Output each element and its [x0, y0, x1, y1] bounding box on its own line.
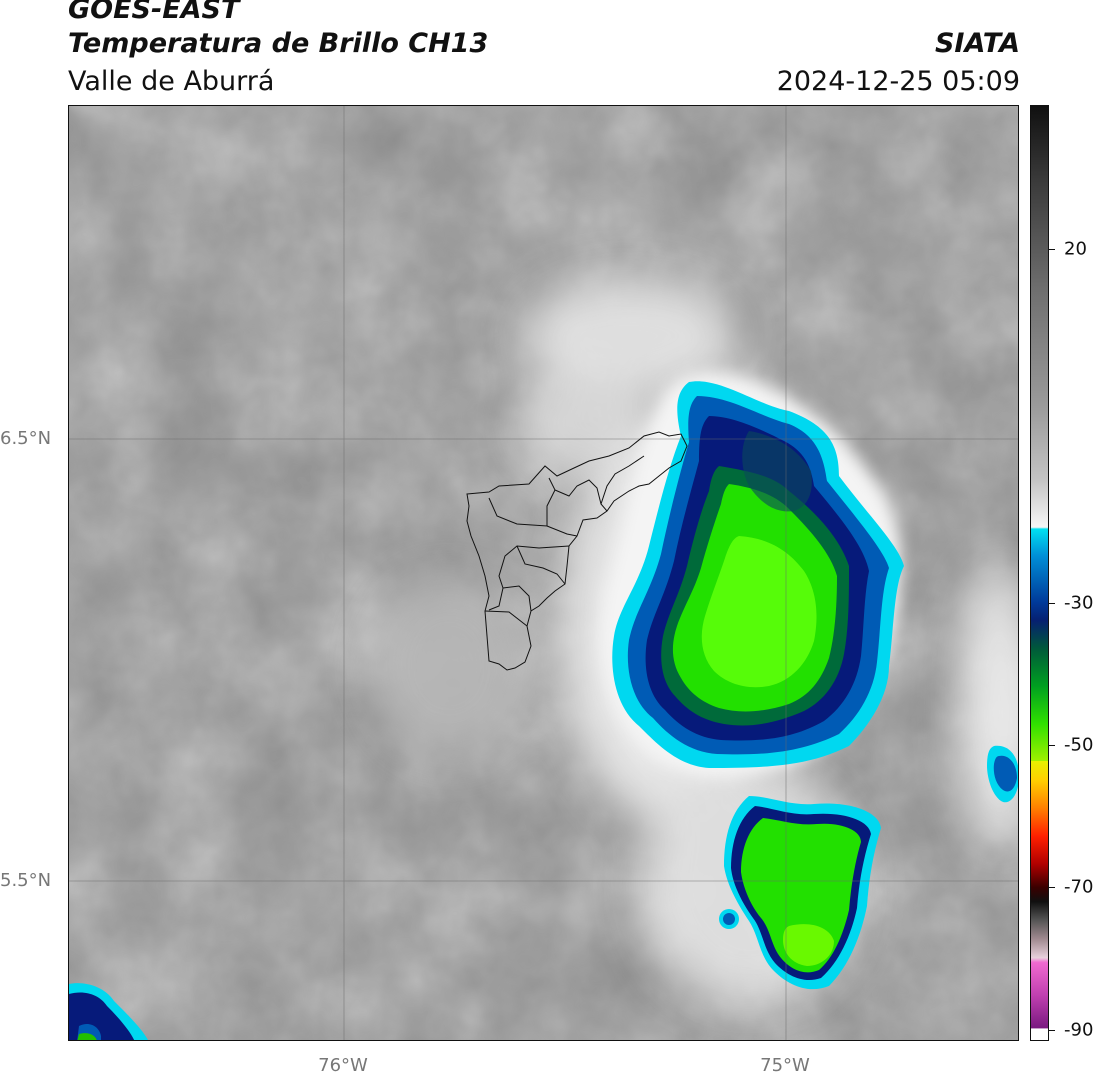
- product-title: Temperatura de Brillo CH13: [68, 28, 489, 59]
- colorbar-label-m30: -30: [1064, 592, 1094, 614]
- lon-label-75: 75°W: [760, 1055, 810, 1076]
- storm-cell-south: [719, 796, 881, 990]
- lat-label-6-5: 6.5°N: [0, 428, 52, 449]
- colorbar-tick-20: [1049, 249, 1055, 250]
- storm-cell-east: [987, 745, 1018, 803]
- colorbar: [1030, 105, 1049, 1041]
- municipal-boundaries: [466, 431, 688, 671]
- colorbar-tick-m70: [1049, 887, 1055, 888]
- agency-label: SIATA: [934, 28, 1020, 59]
- lon-label-76: 76°W: [318, 1055, 368, 1076]
- colorbar-label-20: 20: [1064, 238, 1087, 260]
- storm-cell-southwest: [69, 983, 148, 1040]
- map-image: [69, 106, 1018, 1040]
- graticule: [69, 106, 1018, 1040]
- colorbar-label-m90: -90: [1064, 1019, 1094, 1041]
- satellite-map[interactable]: [68, 105, 1019, 1041]
- colorbar-tick-m50: [1049, 745, 1055, 746]
- lat-label-5-5: 5.5°N: [0, 870, 52, 891]
- region-subtitle: Valle de Aburrá: [68, 66, 275, 97]
- datetime-label: 2024-12-25 05:09: [776, 66, 1020, 97]
- satellite-title: GOES-EAST: [68, 0, 240, 25]
- colorbar-tick-m90: [1049, 1030, 1055, 1031]
- colorbar-label-m70: -70: [1064, 876, 1094, 898]
- colorbar-tick-m30: [1049, 603, 1055, 604]
- storm-cell-north: [599, 371, 904, 778]
- colorbar-label-m50: -50: [1064, 734, 1094, 756]
